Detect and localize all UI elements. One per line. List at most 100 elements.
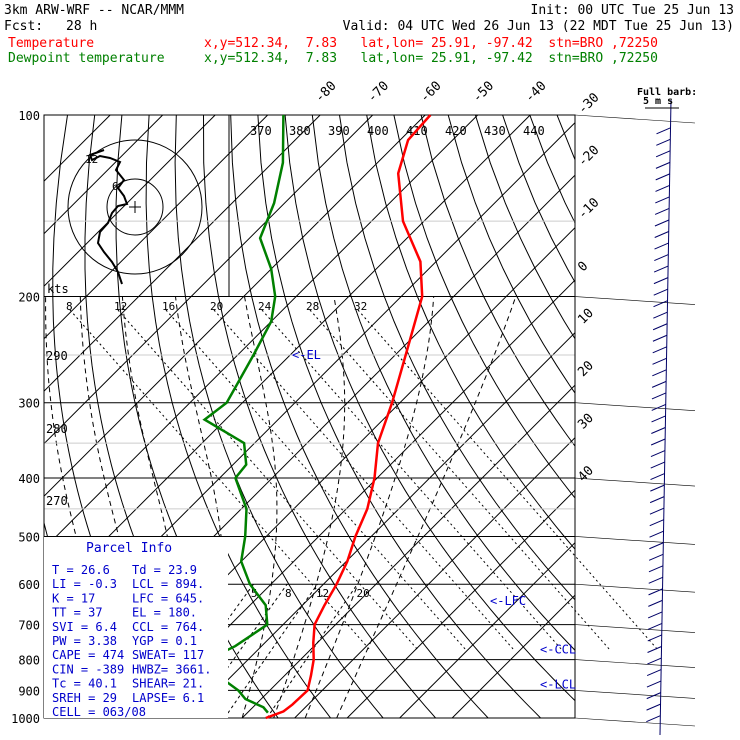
wind-barb-flag xyxy=(652,346,667,354)
parcel-info-rows: T = 26.6 Td = 23.9 LI = -0.3 LCL = 894. K = … xyxy=(52,563,211,719)
theta-label: 400 xyxy=(367,124,389,138)
dry-adiabat-line xyxy=(639,115,740,718)
temperature-line xyxy=(265,114,432,720)
wind-barb-flag xyxy=(652,369,667,377)
wind-barb-flag xyxy=(650,438,666,446)
parcel-info-right: LFC = 645. xyxy=(132,591,204,605)
wind-barb-flag xyxy=(654,219,670,227)
isobar-extension xyxy=(574,624,696,633)
parcel-info-right: SHEAR= 21. xyxy=(132,677,204,691)
sounding-series xyxy=(202,114,432,720)
temperature-tick-label: 10 xyxy=(575,306,597,328)
temperature-tick-label: -50 xyxy=(470,79,497,106)
temperature-tick-label: -20 xyxy=(575,143,602,170)
temperature-tick-label: -30 xyxy=(575,90,602,117)
theta-left-label: 290 xyxy=(46,349,68,363)
theta-label: 370 xyxy=(250,124,272,138)
wind-barb-flag xyxy=(653,300,668,308)
parcel-info-left: SVI = 6.4 xyxy=(52,620,117,634)
wind-barb-flag xyxy=(650,461,665,469)
parcel-info-right: LCL = 894. xyxy=(132,577,204,591)
wind-barb-flag xyxy=(649,542,664,550)
hodograph: 6 12 kts xyxy=(47,139,203,296)
hodograph-speed-line xyxy=(213,309,515,651)
hodograph-speed-label: 20 xyxy=(210,300,223,313)
isobar-extension xyxy=(574,717,696,727)
dry-adiabat-line xyxy=(611,115,740,718)
isotherm-line xyxy=(44,115,374,445)
wind-barb-flag xyxy=(647,657,662,665)
isotherm-line xyxy=(399,541,575,718)
parcel-info-left: SREH = 29 xyxy=(52,691,117,705)
wind-barb-flag xyxy=(650,450,666,457)
isotherm-line xyxy=(44,115,531,602)
wind-barbs xyxy=(646,99,672,736)
wind-barb-staff xyxy=(659,99,672,736)
mixing-ratio-label: 20 xyxy=(357,587,370,600)
isobar-extension xyxy=(574,690,696,699)
dewpoint-location-info: x,y=512.34, 7.83 lat,lon= 25.91, -97.42 … xyxy=(204,51,658,66)
isobar-extension xyxy=(574,114,696,124)
wind-barb-flag xyxy=(655,196,670,204)
theta-left-label: 280 xyxy=(46,422,68,436)
parcel-info-title: Parcel Info xyxy=(86,541,172,556)
parcel-info-left: LI = -0.3 xyxy=(52,577,117,591)
hodograph-unit-label: kts xyxy=(47,282,69,296)
wind-barb-flag xyxy=(652,334,668,342)
level-markers: <-EL <-LFC <-CCL <-LCL xyxy=(292,348,576,692)
pressure-tick-label: 500 xyxy=(18,530,40,544)
isotherm-line xyxy=(44,115,321,392)
temperature-tick-label: 40 xyxy=(575,463,597,485)
temperature-legend: Temperature xyxy=(8,36,95,51)
temperature-tick-label: -10 xyxy=(575,195,602,222)
isotherm-line xyxy=(294,436,575,718)
parcel-info-right: CCL = 764. xyxy=(132,620,204,634)
parcel-info-right: LAPSE= 6.1 xyxy=(132,691,204,705)
wind-barb-flag xyxy=(656,127,671,135)
wind-barb-flag xyxy=(655,161,671,169)
pressure-tick-label: 1000 xyxy=(11,712,40,726)
wind-barb-flag xyxy=(648,553,664,561)
barb-key-title: Full barb: xyxy=(637,87,697,98)
temperature-tick-label: -60 xyxy=(417,79,444,106)
isotherm-line xyxy=(136,279,575,718)
isotherm-line xyxy=(44,115,269,340)
theta-label: 390 xyxy=(328,124,350,138)
wind-barb-flag xyxy=(648,576,663,584)
wind-barb-flag xyxy=(646,715,661,723)
barb-key-value: 5 m s xyxy=(643,96,673,107)
moist-adiabat-line xyxy=(336,296,517,718)
theta-label: 430 xyxy=(484,124,506,138)
wind-barb-flag xyxy=(651,415,666,423)
temperature-tick-label: -40 xyxy=(522,79,549,106)
wind-barb-flag xyxy=(647,646,662,653)
parcel-info-left: T = 26.6 xyxy=(52,563,110,577)
wind-barb-flag xyxy=(653,311,668,319)
isotherm-line xyxy=(346,489,575,718)
isotherm-line xyxy=(44,115,216,287)
isobar-extension xyxy=(574,659,696,668)
wind-barb-flag xyxy=(650,484,665,492)
wind-barb-flag xyxy=(654,231,669,238)
temperature-tick-label: 20 xyxy=(575,358,597,380)
model-title: 3km ARW-WRF -- NCAR/MMM xyxy=(4,3,185,18)
mixing-ratio-label: 5 xyxy=(251,587,258,600)
hodograph-speed-line xyxy=(117,309,419,651)
level-marker-label: <-LFC xyxy=(490,594,526,608)
wind-barb-flag xyxy=(649,519,664,527)
isotherm-line xyxy=(189,331,575,718)
isotherm-line xyxy=(44,115,164,235)
moist-adiabat-line xyxy=(304,296,435,718)
wind-barb-flag xyxy=(646,680,662,688)
theta-label: 440 xyxy=(523,124,545,138)
parcel-info-left: CELL = 063/08 xyxy=(52,705,146,719)
level-marker-label: <-LCL xyxy=(540,678,576,692)
isobar-extension xyxy=(574,536,696,545)
hodograph-speed-line xyxy=(309,309,611,651)
hodograph-speed-line xyxy=(69,309,371,651)
wind-barb-flag xyxy=(648,599,663,607)
fcst-label: Fcst: xyxy=(4,19,44,34)
wind-barb-flag xyxy=(654,254,669,262)
wind-barb-flag xyxy=(655,184,670,192)
